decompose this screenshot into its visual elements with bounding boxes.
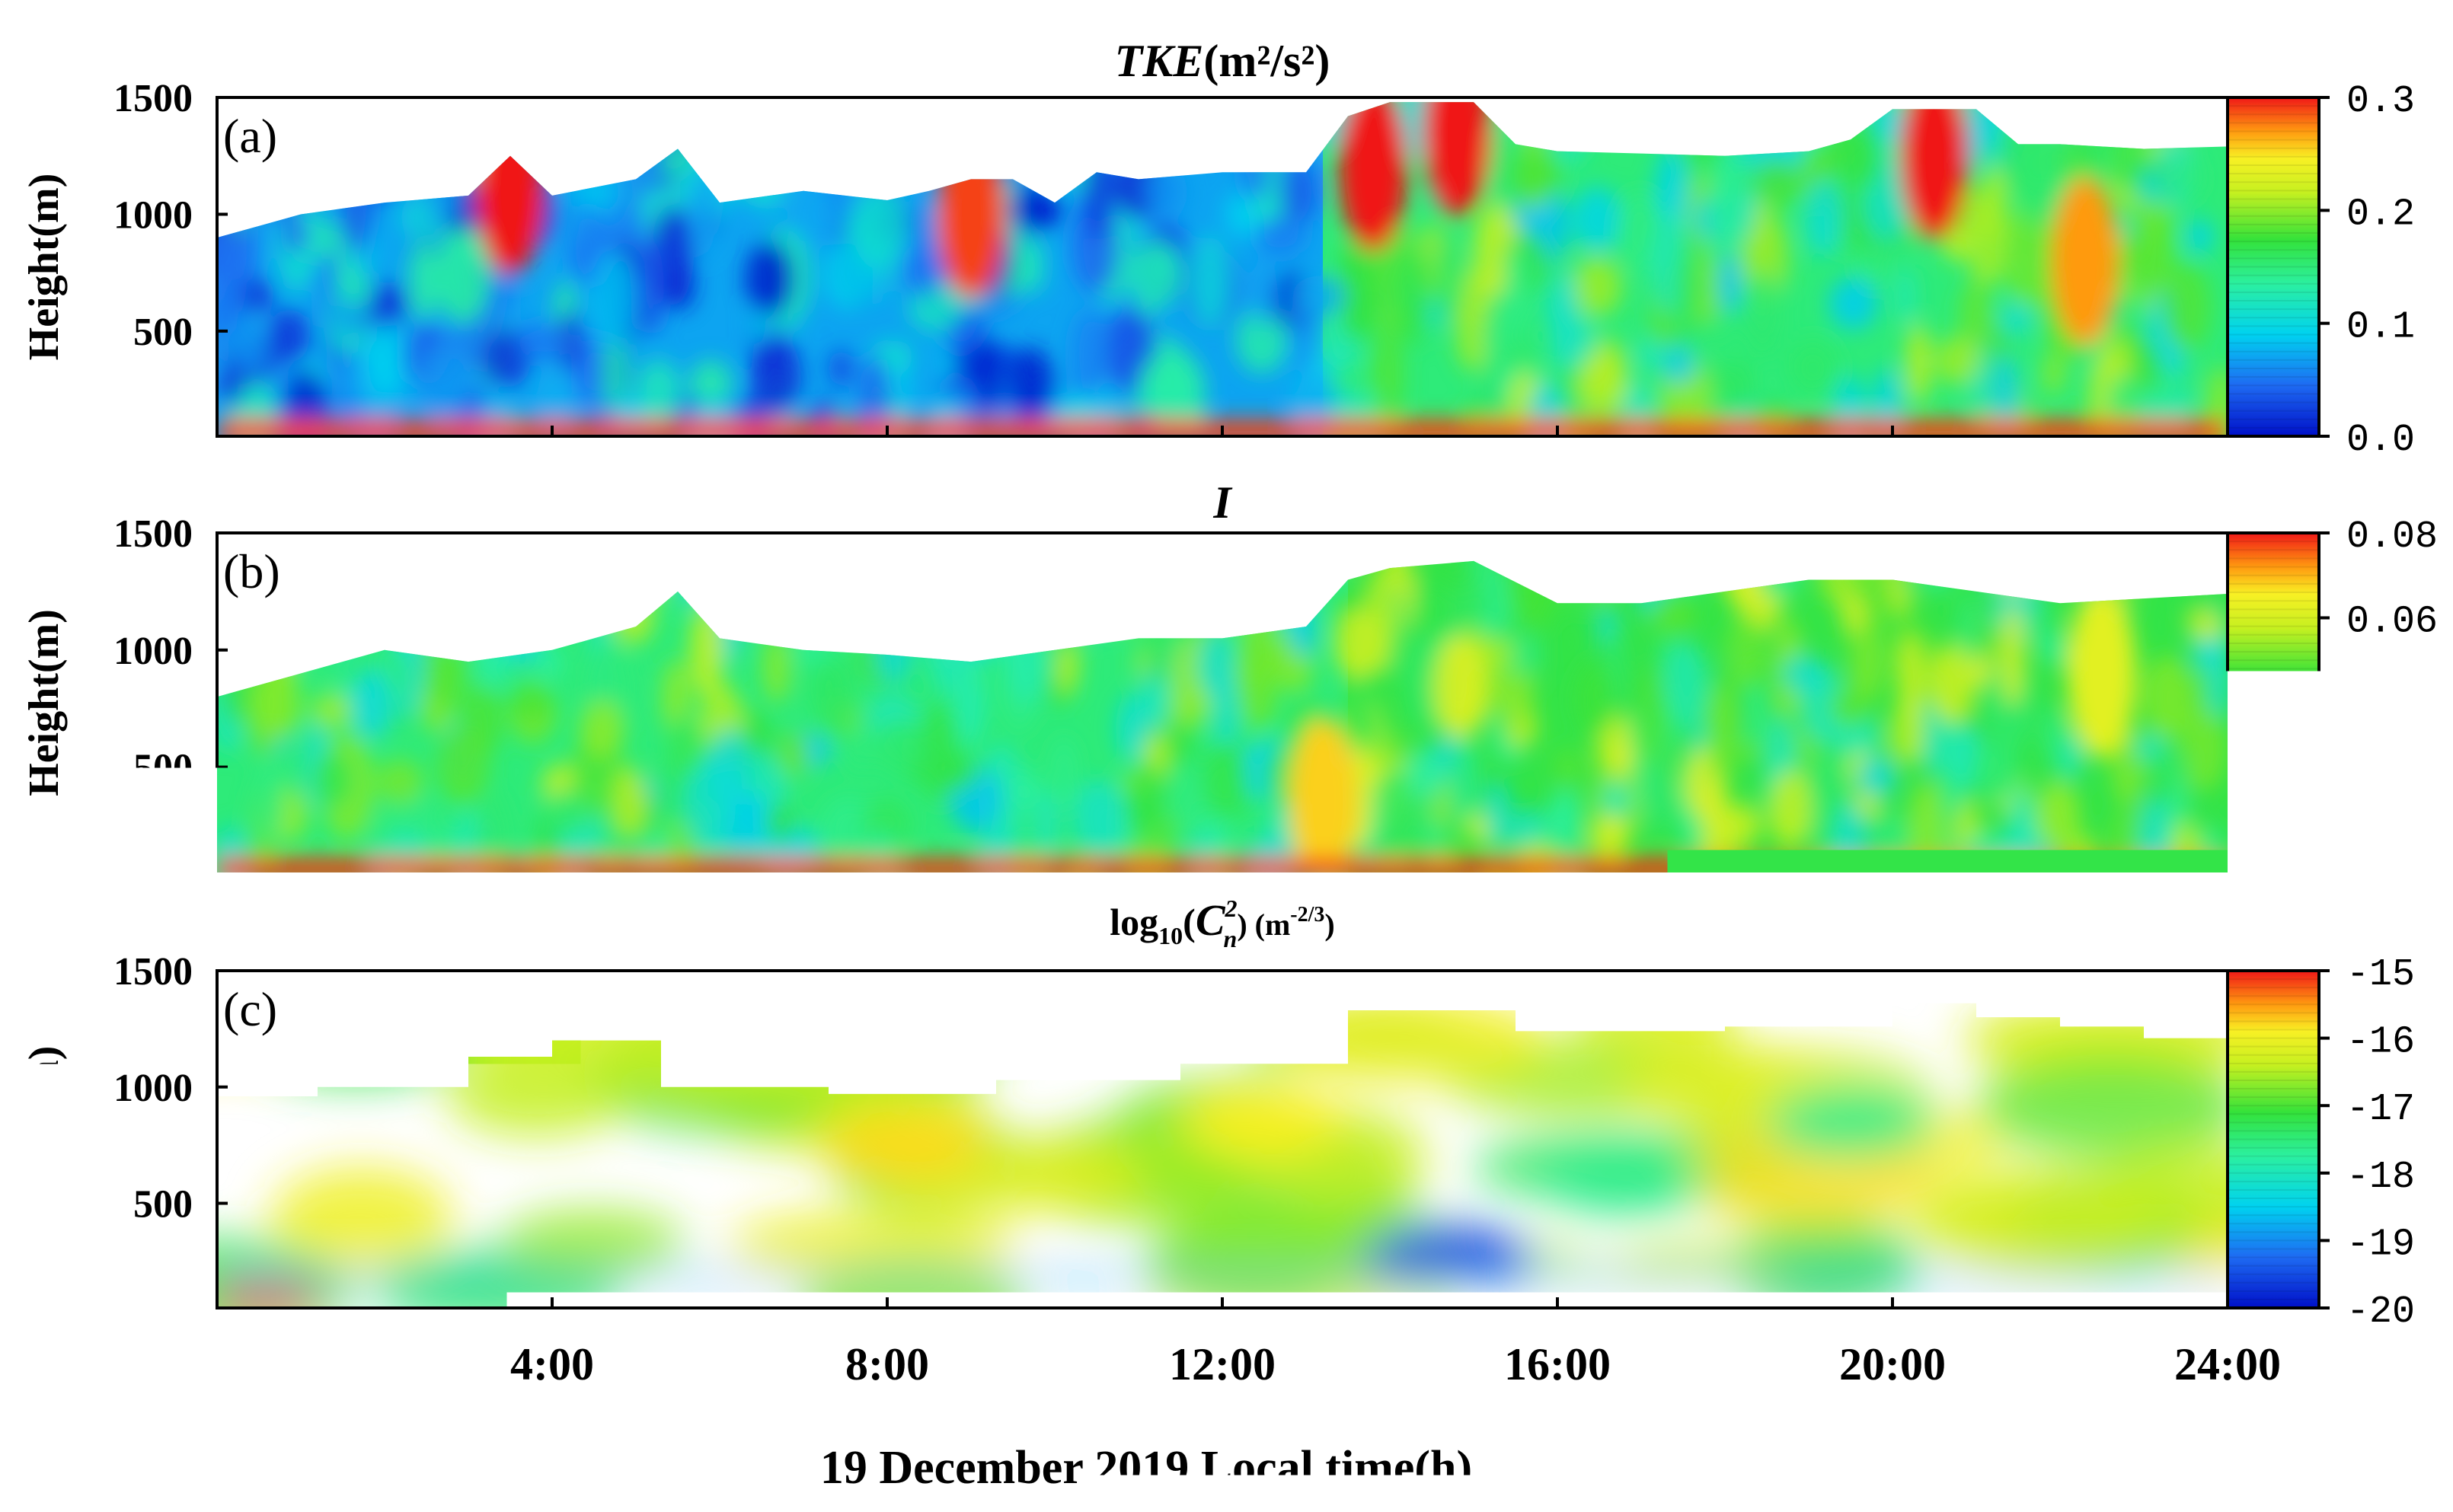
panel-label: (a) bbox=[223, 109, 277, 163]
panel-title: TKE(m²/s²) bbox=[1115, 36, 1330, 86]
hotspot bbox=[2068, 590, 2136, 758]
y-tick-label: 1000 bbox=[113, 1067, 193, 1110]
colorbar-tick-label: -16 bbox=[2346, 1021, 2415, 1064]
colorbar-tick-label: -20 bbox=[2346, 1290, 2415, 1334]
x-tick-label: 20:00 bbox=[1839, 1339, 1946, 1389]
hotspot bbox=[1339, 84, 1407, 251]
hotspot bbox=[937, 130, 1005, 298]
figure: 500 1000 1500 Height(m) (a) TKE(m²/s²) 0.0 0.1 0… bbox=[0, 0, 2453, 1512]
hotspot bbox=[820, 1111, 988, 1179]
x-tick-labels: 4:00 8:00 12:00 16:00 20:00 24:00 bbox=[510, 1339, 2281, 1389]
y-tick-label: 500 bbox=[133, 311, 193, 354]
y-axis-label: Height(m) bbox=[21, 609, 68, 796]
panel-a: 500 1000 1500 Height(m) (a) TKE(m²/s²) 0.0 0.1 0… bbox=[21, 36, 2415, 486]
colorbar-tick-label: 0.06 bbox=[2346, 601, 2438, 644]
heatmap-field bbox=[209, 487, 2231, 916]
y-tick-label: 500 bbox=[133, 1183, 193, 1227]
panel-label: (c) bbox=[223, 982, 277, 1036]
colorbar-tick-label: -15 bbox=[2346, 953, 2415, 997]
y-tick-label: 1500 bbox=[113, 512, 193, 556]
panel-c: 500 1000 1500 Height(m) (c) log10(C2 n) (m-2/3… bbox=[21, 895, 2415, 1359]
colorbar-tick-label: 0.2 bbox=[2346, 193, 2415, 236]
hotspot bbox=[476, 107, 545, 275]
x-tick-label: 12:00 bbox=[1169, 1339, 1276, 1389]
x-tick-label: 8:00 bbox=[845, 1339, 929, 1389]
heatmap-field bbox=[194, 48, 2236, 487]
y-tick-label: 1500 bbox=[113, 77, 193, 120]
x-tick-label: 4:00 bbox=[510, 1339, 594, 1389]
panel-title: I bbox=[1212, 477, 1233, 528]
colorbar-tick-label: 0.08 bbox=[2346, 515, 2438, 559]
hotspot bbox=[1180, 1088, 1348, 1156]
colorbar-tick-label: 0.02 bbox=[2346, 770, 2438, 814]
x-tick-label: 24:00 bbox=[2174, 1339, 2281, 1389]
panel-title: log10(C2 n) (m-2/3) bbox=[1110, 895, 1334, 952]
panel-b: 500 1000 1500 Height(m) (b) I 0.00 0.02 0.04 0.06… bbox=[21, 477, 2438, 916]
x-axis-label: 19 December 2019,Local time(h) bbox=[820, 1442, 1472, 1494]
y-tick-label: 1000 bbox=[113, 630, 193, 673]
colorbar-tick-label: -17 bbox=[2346, 1088, 2415, 1131]
hotspot bbox=[2051, 177, 2119, 345]
y-axis-label: Height(m) bbox=[21, 1046, 68, 1233]
x-tick-label: 16:00 bbox=[1504, 1339, 1611, 1389]
y-axis-label: Height(m) bbox=[21, 174, 68, 361]
colorbar-tick-label: 0.1 bbox=[2346, 306, 2415, 349]
colorbar-tick-label: 0.0 bbox=[2346, 419, 2415, 462]
colorbar-tick-label: 0.00 bbox=[2346, 855, 2438, 898]
y-tick-label: 500 bbox=[133, 747, 193, 790]
y-tick-label: 1500 bbox=[113, 950, 193, 994]
colorbar-tick-label: 0.04 bbox=[2346, 685, 2438, 729]
colorbar-tick-label: 0.3 bbox=[2346, 80, 2415, 123]
hotspot bbox=[1767, 1088, 1934, 1156]
hotspot bbox=[1423, 49, 1491, 216]
colorbar-tick-label: -19 bbox=[2346, 1223, 2415, 1266]
hotspot bbox=[1541, 1146, 1708, 1214]
panel-label: (b) bbox=[223, 544, 280, 598]
colorbar-tick-label: -18 bbox=[2346, 1156, 2415, 1199]
y-tick-label: 1000 bbox=[113, 193, 193, 237]
